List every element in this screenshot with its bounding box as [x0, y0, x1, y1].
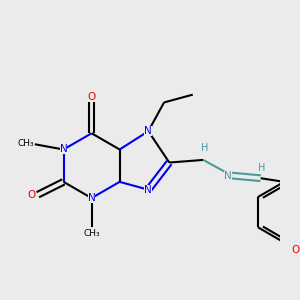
- Text: N: N: [88, 193, 95, 203]
- Text: N: N: [145, 185, 152, 195]
- Text: O: O: [292, 245, 300, 255]
- Text: O: O: [88, 92, 96, 102]
- Text: H: H: [201, 143, 208, 153]
- Text: N: N: [145, 126, 152, 136]
- Text: O: O: [27, 190, 36, 200]
- Text: CH₃: CH₃: [83, 229, 100, 238]
- Text: H: H: [258, 163, 266, 173]
- Text: CH₃: CH₃: [17, 139, 34, 148]
- Text: N: N: [224, 171, 232, 181]
- Text: N: N: [60, 145, 68, 154]
